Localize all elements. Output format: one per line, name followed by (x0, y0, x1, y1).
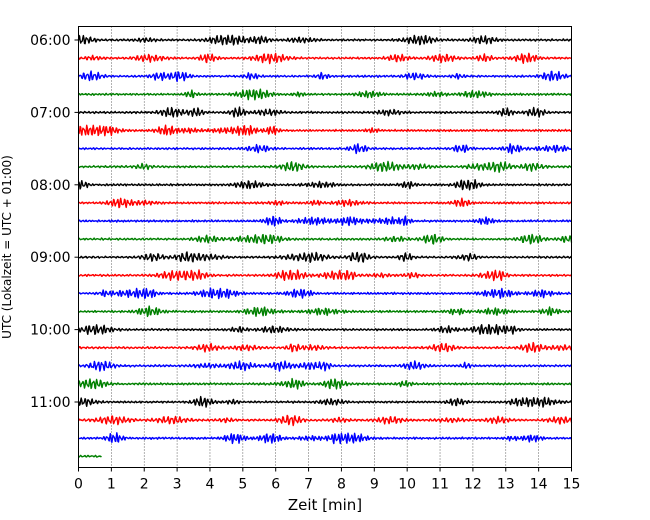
y-tick-label: 07:00 (30, 105, 70, 121)
x-tick-label: 15 (563, 477, 581, 493)
trace-row-0845 (78, 233, 573, 245)
trace-row-0800 (77, 179, 572, 191)
y-tick-label: 09:00 (30, 250, 70, 266)
seismic-traces (77, 34, 573, 458)
trace-row-0730 (78, 143, 573, 155)
trace-row-0745 (78, 160, 572, 173)
x-tick-label: 7 (304, 477, 313, 493)
trace-row-0900 (78, 251, 572, 263)
trace-row-1045 (77, 377, 572, 390)
plot-frame (78, 26, 572, 468)
trace-row-0830 (78, 215, 572, 227)
x-tick-label: 5 (238, 477, 247, 493)
trace-row-1145 (78, 454, 102, 458)
x-tick-label: 0 (74, 477, 83, 493)
trace-row-0915 (78, 269, 573, 282)
trace-row-1015 (77, 341, 573, 353)
x-tick-label: 10 (398, 477, 416, 493)
x-axis-ticks: 0 1 2 3 4 5 6 7 8 9 10 11 12 13 14 15 (74, 467, 581, 493)
x-tick-label: 14 (530, 477, 548, 493)
trace-row-1130 (78, 432, 572, 445)
x-tick-label: 3 (173, 477, 182, 493)
y-tick-label: 11:00 (30, 395, 70, 411)
trace-row-0930 (78, 287, 572, 300)
plot-area-background (78, 26, 572, 468)
trace-row-0715 (77, 124, 573, 137)
trace-row-1000 (78, 324, 572, 336)
x-tick-label: 4 (206, 477, 215, 493)
y-tick-label: 08:00 (30, 178, 70, 194)
trace-row-0815 (78, 197, 572, 209)
x-tick-label: 8 (337, 477, 346, 493)
x-tick-label: 6 (271, 477, 280, 493)
trace-row-1100 (77, 395, 573, 408)
trace-row-1030 (77, 360, 572, 372)
x-tick-label: 13 (497, 477, 515, 493)
trace-row-0945 (77, 305, 572, 318)
x-tick-label: 9 (370, 477, 379, 493)
trace-row-0615 (78, 52, 572, 65)
trace-row-0630 (77, 70, 573, 83)
x-tick-label: 1 (107, 477, 116, 493)
trace-row-0700 (78, 106, 572, 118)
y-axis-label: UTC (Lokalzeit = UTC + 01:00) (0, 155, 14, 339)
trace-row-0600 (77, 34, 572, 46)
trace-row-0645 (77, 88, 572, 101)
y-tick-label: 06:00 (30, 33, 70, 49)
y-axis-ticks: 06:00 07:00 08:00 09:00 10:00 11:00 (30, 33, 79, 411)
x-axis-label: Zeit [min] (288, 496, 362, 514)
x-tick-label: 12 (464, 477, 482, 493)
y-tick-label: 10:00 (30, 323, 70, 339)
trace-row-1115 (78, 414, 573, 427)
x-tick-label: 2 (140, 477, 149, 493)
x-tick-label: 11 (431, 477, 449, 493)
